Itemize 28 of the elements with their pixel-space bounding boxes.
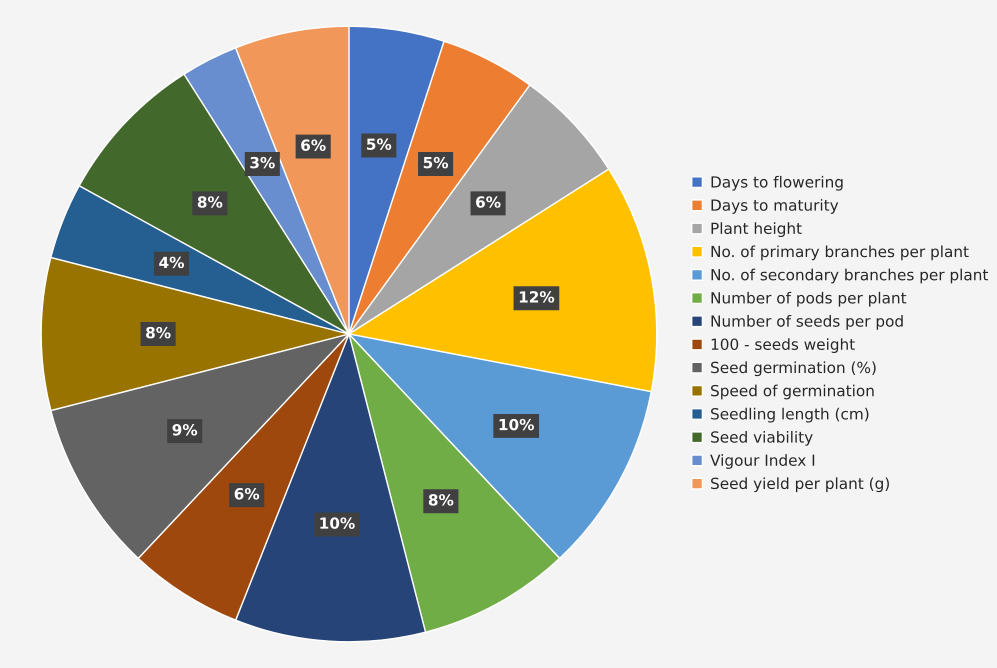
data-label: 10% [500,418,534,430]
data-label: 12% [520,291,554,303]
legend-label: Plant height [712,222,802,238]
data-label: 6% [476,196,501,208]
legend-label: Seedling length (cm) [711,408,868,423]
legend-label: Days to flowering [712,176,843,191]
data-label: 8% [198,196,222,208]
data-label: 8% [146,326,171,338]
data-label: 8% [428,494,454,506]
data-label: 6% [234,488,260,500]
data-label: 5% [367,138,392,150]
legend-label: No. of secondary branches per plant [712,268,988,284]
data-label: 6% [301,139,326,151]
legend-label: Vigour Index I [710,454,814,469]
data-label: 10% [320,517,355,529]
data-label: 3% [250,156,275,168]
legend-label: Days to maturity [712,199,838,214]
legend-label: Number of pods per plant [712,292,906,307]
data-label: 5% [424,156,448,168]
legend-label: Seed viability [711,430,813,446]
legend-label: 100 - seeds weight [712,338,855,353]
legend-label: Number of seeds per pod [712,315,903,330]
data-label: 9% [172,424,198,436]
legend-label: No. of primary branches per plant [712,245,969,260]
legend-label: Seed germination (%) [711,361,876,376]
legend-label: Speed of germination [711,384,874,400]
data-label: 4% [159,256,184,268]
legend-label: Seed yield per plant (g) [711,477,889,492]
